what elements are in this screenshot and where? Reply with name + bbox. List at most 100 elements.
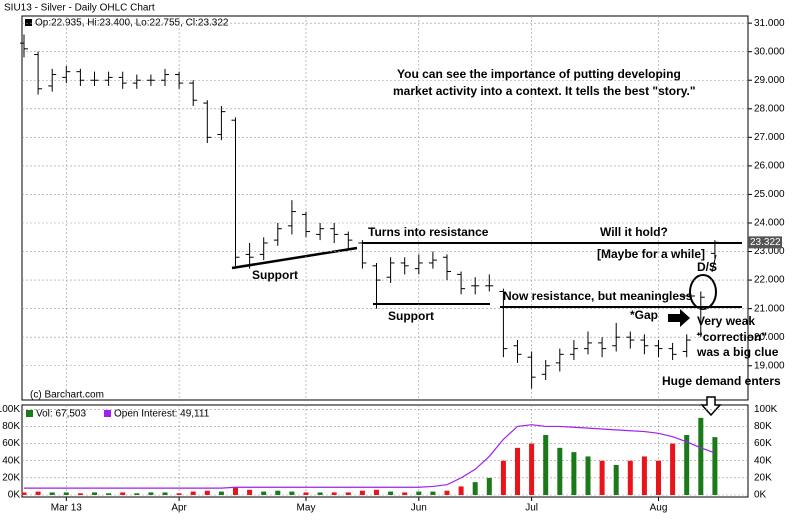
x-tick-label: Jul (525, 503, 538, 514)
volume-frame (21, 404, 749, 498)
y-tick-label: 0K (754, 490, 767, 501)
volume-bar (543, 435, 549, 495)
y-tick-label: 21.000 (754, 303, 785, 314)
volume-bar (35, 491, 41, 495)
volume-bar (599, 460, 605, 495)
annotation: "correction" (697, 330, 767, 344)
ohlc-icon (25, 19, 32, 26)
annotation: Very weak (697, 314, 755, 328)
y-tick-label: 23.000 (754, 246, 785, 257)
volume-bar (486, 477, 492, 495)
volume-bar (712, 437, 718, 495)
chart-title: SIU13 - Silver - Daily OHLC Chart (4, 3, 155, 14)
volume-bar (261, 491, 267, 495)
annotation: D/S (697, 260, 717, 274)
y-tick-label: 29.000 (754, 75, 785, 86)
volume-bar (345, 492, 351, 495)
volume-bar (388, 491, 394, 495)
y-tick-label: 26.000 (754, 161, 785, 172)
open-interest-line (24, 424, 716, 489)
volume-bar (529, 443, 535, 495)
volume-bar (21, 492, 27, 495)
gap-arrow (668, 309, 690, 327)
y-tick-label: 60K (754, 438, 772, 449)
y-tick-label: 24.000 (754, 218, 785, 229)
y-tick-label: 0K (8, 490, 21, 501)
support-line (231, 246, 358, 270)
annotation: Huge demand enters (662, 374, 781, 388)
last-price-label: 23.322 (750, 237, 781, 248)
volume-bar (190, 491, 196, 495)
annotation: was a big clue (696, 345, 779, 359)
x-tick-label: May (297, 503, 316, 514)
volume-bar (49, 492, 55, 495)
price-frame (21, 15, 749, 401)
x-tick-label: Jun (411, 503, 427, 514)
volume-bar (218, 491, 224, 495)
volume-bar (317, 492, 323, 495)
annotation: market activity into a context. It tells… (393, 84, 696, 98)
volume-bar (359, 490, 365, 495)
volume-bar (134, 493, 140, 495)
y-tick-label: 100K (0, 404, 20, 415)
volume-bar (176, 493, 182, 495)
volume-bar (374, 489, 379, 495)
legend-swatch (26, 410, 33, 417)
y-tick-label: 40K (754, 455, 772, 466)
annotation: Turns into resistance (368, 225, 489, 239)
highlight-circle (689, 274, 717, 310)
volume-bar (458, 486, 464, 495)
y-tick-label: 30.000 (754, 46, 785, 57)
volume-bar (430, 491, 436, 495)
volume-bar (92, 492, 97, 495)
volume-bar (670, 443, 676, 495)
volume-bar (303, 492, 309, 495)
x-tick-label: Aug (650, 503, 668, 514)
x-tick-label: Apr (171, 503, 187, 514)
demand-arrow (700, 396, 722, 417)
y-tick-label: 25.000 (754, 189, 785, 200)
volume-bar (162, 492, 168, 495)
volume-bar (515, 447, 520, 495)
annotation: Support (388, 309, 434, 323)
volume-bar (275, 490, 281, 495)
volume-bar (77, 493, 83, 495)
volume-bar (233, 487, 238, 495)
annotation: You can see the importance of putting de… (397, 67, 681, 81)
volume-bar (571, 452, 577, 495)
volume-bar (684, 435, 690, 495)
y-tick-label: 19.000 (754, 360, 785, 371)
volume-bar (627, 460, 633, 495)
volume-bar (557, 447, 563, 495)
volume-bar (204, 490, 210, 495)
volume-bar (698, 417, 704, 495)
annotation: Will it hold? (600, 225, 668, 239)
annotation: *Gap (630, 308, 658, 322)
volume-bar (641, 456, 647, 495)
volume-bar (120, 492, 126, 495)
volume-bar (63, 492, 69, 495)
y-tick-label: 60K (2, 438, 20, 449)
legend-label: Open Interest: 49,111 (114, 409, 210, 420)
y-tick-label: 20.000 (754, 332, 785, 343)
source: (c) Barchart.com (30, 390, 104, 401)
volume-bar (500, 460, 506, 495)
annotation: [Maybe for a while] (597, 247, 705, 261)
volume-bar (416, 491, 422, 495)
volume-bar (613, 465, 619, 495)
legend-label: Vol: 67,503 (36, 409, 86, 420)
x-tick-label: Mar 13 (51, 503, 83, 514)
volume-bar (402, 492, 408, 495)
y-tick-label: 20K (754, 472, 772, 483)
y-tick-label: 100K (754, 404, 778, 415)
volume-bar (472, 482, 478, 495)
volume-bar (585, 456, 591, 495)
y-tick-label: 20K (2, 472, 20, 483)
volume-bar (444, 490, 450, 495)
y-tick-label: 22.000 (754, 275, 785, 286)
annotation: Support (252, 268, 298, 282)
last-price-box (748, 236, 782, 249)
y-tick-label: 31.000 (754, 18, 785, 29)
y-tick-label: 40K (2, 455, 20, 466)
